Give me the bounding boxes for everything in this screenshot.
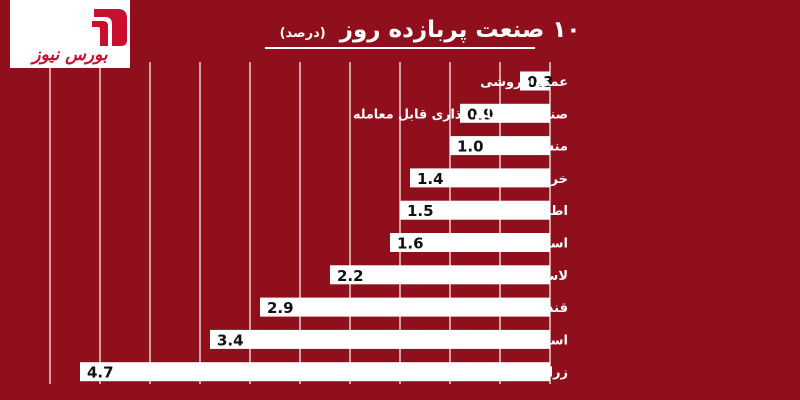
- bar: [450, 136, 550, 156]
- category-label: لاستیک و پلاستیک: [453, 269, 568, 284]
- bar-value-label: 1.0: [457, 138, 484, 156]
- bar-value-label: 0.9: [467, 105, 494, 123]
- logo-emblem-icon: بورس نیوز: [29, 9, 127, 65]
- logo-text: بورس نیوز: [29, 45, 108, 65]
- bar-value-label: 1.4: [417, 170, 444, 188]
- bar: [330, 265, 550, 285]
- category-label: عمده فروشی: [480, 75, 568, 90]
- title-underline: [265, 47, 535, 49]
- bar: [400, 200, 550, 220]
- category-label: خرده فروشی: [481, 172, 568, 187]
- bar-value-label: 2.9: [267, 299, 294, 317]
- bar: [260, 297, 550, 317]
- bar-value-label: 1.5: [407, 202, 434, 220]
- category-label: اطلاعات و ارتباطات: [440, 204, 568, 219]
- chart-unit: (درصد): [279, 26, 326, 41]
- category-label: استخراج نفت گاز جز اکتشاف: [380, 332, 568, 348]
- bar-value-label: 3.4: [217, 331, 244, 349]
- category-label: قند و شکر: [500, 301, 568, 316]
- category-label: زراعت: [526, 366, 568, 381]
- chart-title: ۱۰ صنعت پربازده روز: [339, 17, 581, 43]
- bar-value-label: 4.7: [87, 364, 114, 382]
- chart-title-row: ۱۰ صنعت پربازده روز (درصد): [150, 10, 710, 50]
- bar: [410, 168, 550, 188]
- bar-value-label: 0.3: [527, 73, 554, 91]
- bar: [390, 233, 550, 252]
- bar: [80, 362, 550, 382]
- category-label: استخراج سایر معادن: [436, 237, 568, 252]
- category-label: صندوق سرمایه گذاری قابل معامله: [353, 106, 568, 122]
- bar: [210, 329, 550, 349]
- bourse-news-logo: بورس نیوز: [10, 0, 130, 68]
- bar: [460, 103, 550, 123]
- bars: 0.3 0.9 1.0 1.4 1.5 1.6 2.2 2.9 3.4 4.7: [80, 71, 554, 382]
- bar: [520, 71, 550, 91]
- category-label: منسوجات: [506, 140, 568, 155]
- bar-value-label: 1.6: [397, 235, 424, 253]
- bar-value-label: 2.2: [337, 267, 364, 285]
- category-labels: عمده فروشی صندوق سرمایه گذاری قابل معامله…: [353, 75, 568, 381]
